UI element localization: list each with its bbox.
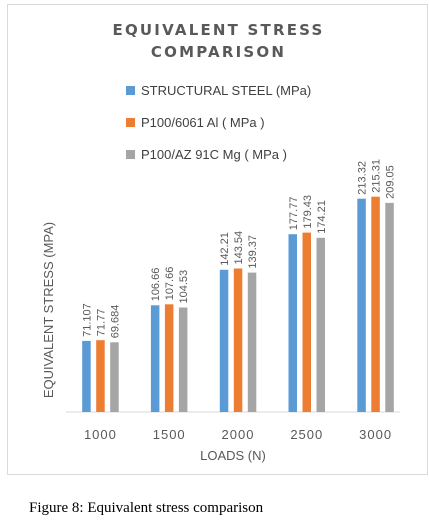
legend-label-al: P100/6061 Al ( MPa ) — [141, 115, 265, 130]
bar-series1-1000 — [96, 340, 105, 412]
bar-series0-3000 — [357, 198, 366, 412]
data-label-series2-1500: 104.53 — [178, 270, 190, 304]
bar-series0-1500 — [150, 305, 160, 412]
legend-swatch-steel — [126, 86, 135, 95]
data-label-series2-3000: 209.05 — [385, 165, 397, 199]
bar-series1-3000 — [371, 196, 380, 412]
legend-item-steel: STRUCTURAL STEEL (MPa) — [126, 83, 311, 98]
data-label-series1-2000: 143.54 — [233, 231, 245, 265]
legend-item-al: P100/6061 Al ( MPa ) — [126, 115, 265, 130]
data-label-series0-2500: 177.77 — [288, 197, 300, 231]
data-label-series1-1500: 107.66 — [164, 267, 176, 301]
chart-frame: EQUIVALENT STRESS COMPARISON STRUCTURAL … — [7, 4, 428, 475]
bar-series2-2000 — [247, 272, 257, 412]
bar-series1-2000 — [233, 268, 243, 412]
data-label-series0-3000: 213.32 — [357, 161, 369, 195]
data-label-series2-2500: 174.21 — [316, 200, 328, 234]
y-axis-label: EQUIVALENT STRESS (MPA) — [41, 222, 56, 398]
x-tick-label-1500: 1500 — [153, 427, 186, 442]
data-label-series1-2500: 179.43 — [302, 195, 314, 229]
bar-series2-3000 — [385, 202, 394, 412]
chart-plot: EQUIVALENT STRESS (MPA) LOADS (N) 71.107… — [41, 159, 400, 463]
chart-title-line1: EQUIVALENT STRESS — [112, 21, 325, 39]
figure-caption: Figure 8: Equivalent stress comparison — [29, 500, 264, 516]
x-tick-label-2500: 2500 — [290, 427, 323, 442]
data-label-series0-1000: 71.107 — [81, 303, 93, 337]
legend-swatch-al — [126, 118, 135, 127]
legend-label-steel: STRUCTURAL STEEL (MPa) — [141, 83, 312, 98]
bar-series2-1500 — [178, 307, 188, 412]
data-label-series2-1000: 69.684 — [109, 305, 121, 339]
bar-series1-2500 — [302, 232, 311, 412]
x-tick-label-2000: 2000 — [222, 427, 255, 442]
legend-item-mg: P100/AZ 91C Mg ( MPa ) — [126, 147, 287, 162]
data-label-series0-2000: 142.21 — [219, 232, 231, 266]
legend-label-mg: P100/AZ 91C Mg ( MPa ) — [141, 147, 287, 162]
bar-series2-1000 — [110, 342, 119, 412]
bar-series0-2000 — [219, 269, 229, 412]
bar-series2-2500 — [316, 237, 325, 412]
legend-swatch-mg — [126, 150, 135, 159]
x-tick-label-3000: 3000 — [359, 427, 392, 442]
chart-title-line2: COMPARISON — [150, 43, 287, 61]
bar-series1-1500 — [164, 304, 174, 412]
x-tick-label-1000: 1000 — [84, 427, 117, 442]
data-label-series1-1000: 71.77 — [95, 309, 107, 337]
bar-series0-1000 — [82, 340, 91, 412]
data-label-series2-2000: 139.37 — [247, 235, 259, 269]
data-label-series0-1500: 106.66 — [150, 268, 162, 302]
bar-series0-2500 — [288, 234, 297, 412]
x-axis-label: LOADS (N) — [200, 448, 266, 463]
data-label-series1-3000: 215.31 — [371, 159, 383, 193]
